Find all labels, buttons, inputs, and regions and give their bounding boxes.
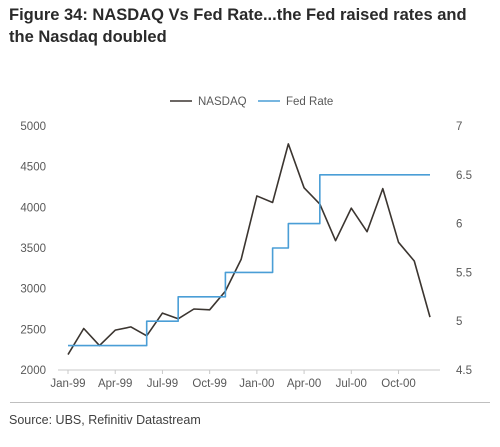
y-left-tick-label: 5000: [20, 121, 46, 133]
legend-nasdaq-label: NASDAQ: [198, 96, 247, 108]
nasdaq-series-line: [67, 143, 431, 355]
y-right-tick-label: 4.5: [456, 365, 472, 377]
x-tick-label: Oct-99: [192, 378, 227, 390]
footer-divider: [10, 402, 490, 403]
y-left-tick-label: 2000: [20, 365, 46, 377]
chart-title: Figure 34: NASDAQ Vs Fed Rate...the Fed …: [9, 6, 467, 46]
y-left-tick-label: 3500: [20, 243, 46, 255]
y-left-tick-label: 4500: [20, 162, 46, 174]
y-left-tick-label: 2500: [20, 324, 46, 336]
fed-rate-series-line: [68, 174, 430, 347]
x-tick-label: Jan-99: [50, 378, 85, 390]
x-tick-label: Oct-00: [381, 378, 416, 390]
x-tick-label: Jul-00: [336, 378, 367, 390]
line-chart: 2000 2500 3000 3500 4000 4500 5000 4.5 5 5.5 6 6.5 7…: [20, 96, 472, 390]
y-right-tick-label: 7: [456, 121, 462, 133]
legend-fed-rate-label: Fed Rate: [286, 96, 333, 108]
y-right-tick-label: 6.5: [456, 170, 472, 182]
x-tick-label: Apr-00: [287, 378, 322, 390]
source-note: Source: UBS, Refinitiv Datastream: [9, 413, 201, 427]
x-tick-label: Apr-99: [98, 378, 133, 390]
chart-area: 2000 2500 3000 3500 4000 4500 5000 4.5 5 5.5 6 6.5 7…: [0, 66, 500, 398]
x-tick-label: Jan-00: [239, 378, 274, 390]
y-right-tick-label: 5.5: [456, 267, 472, 279]
y-right-tick-label: 5: [456, 316, 462, 328]
y-left-tick-label: 4000: [20, 202, 46, 214]
y-right-tick-label: 6: [456, 219, 462, 231]
x-tick-label: Jul-99: [147, 378, 178, 390]
y-left-tick-label: 3000: [20, 284, 46, 296]
